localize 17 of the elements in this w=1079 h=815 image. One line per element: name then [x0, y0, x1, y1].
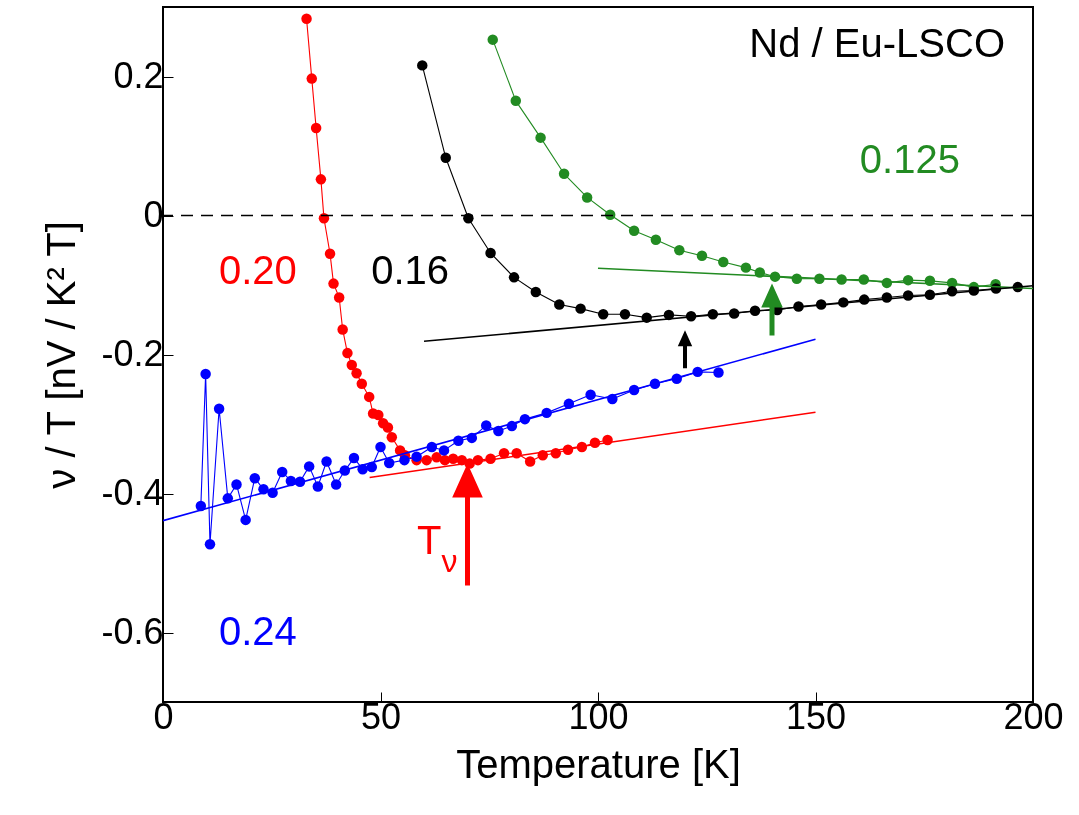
series-label: 0.16: [371, 248, 450, 293]
y-tick-label: 0.2: [113, 55, 164, 96]
y-tick-label: 0: [143, 194, 164, 235]
y-axis-title: ν / T [nV / K² T]: [39, 221, 84, 489]
text: 0.125: [859, 136, 960, 181]
y-tick-label: -0.4: [101, 472, 164, 513]
y-tick-label: -0.6: [101, 611, 164, 652]
series-label: 0.24: [218, 609, 297, 654]
x-tick-label: 50: [360, 695, 402, 737]
x-tick-label: 200: [1003, 695, 1064, 737]
annotation: T$_{ν}$: [417, 517, 458, 579]
series-label: 0.20: [218, 248, 297, 293]
annotation: Nd / Eu-LSCO: [749, 21, 1005, 65]
x-axis-title: Temperature [K]: [456, 741, 741, 786]
y-tick-label: -0.2: [101, 333, 164, 374]
x-tick-label: 150: [785, 695, 847, 737]
x-tick-label: 100: [568, 695, 629, 737]
